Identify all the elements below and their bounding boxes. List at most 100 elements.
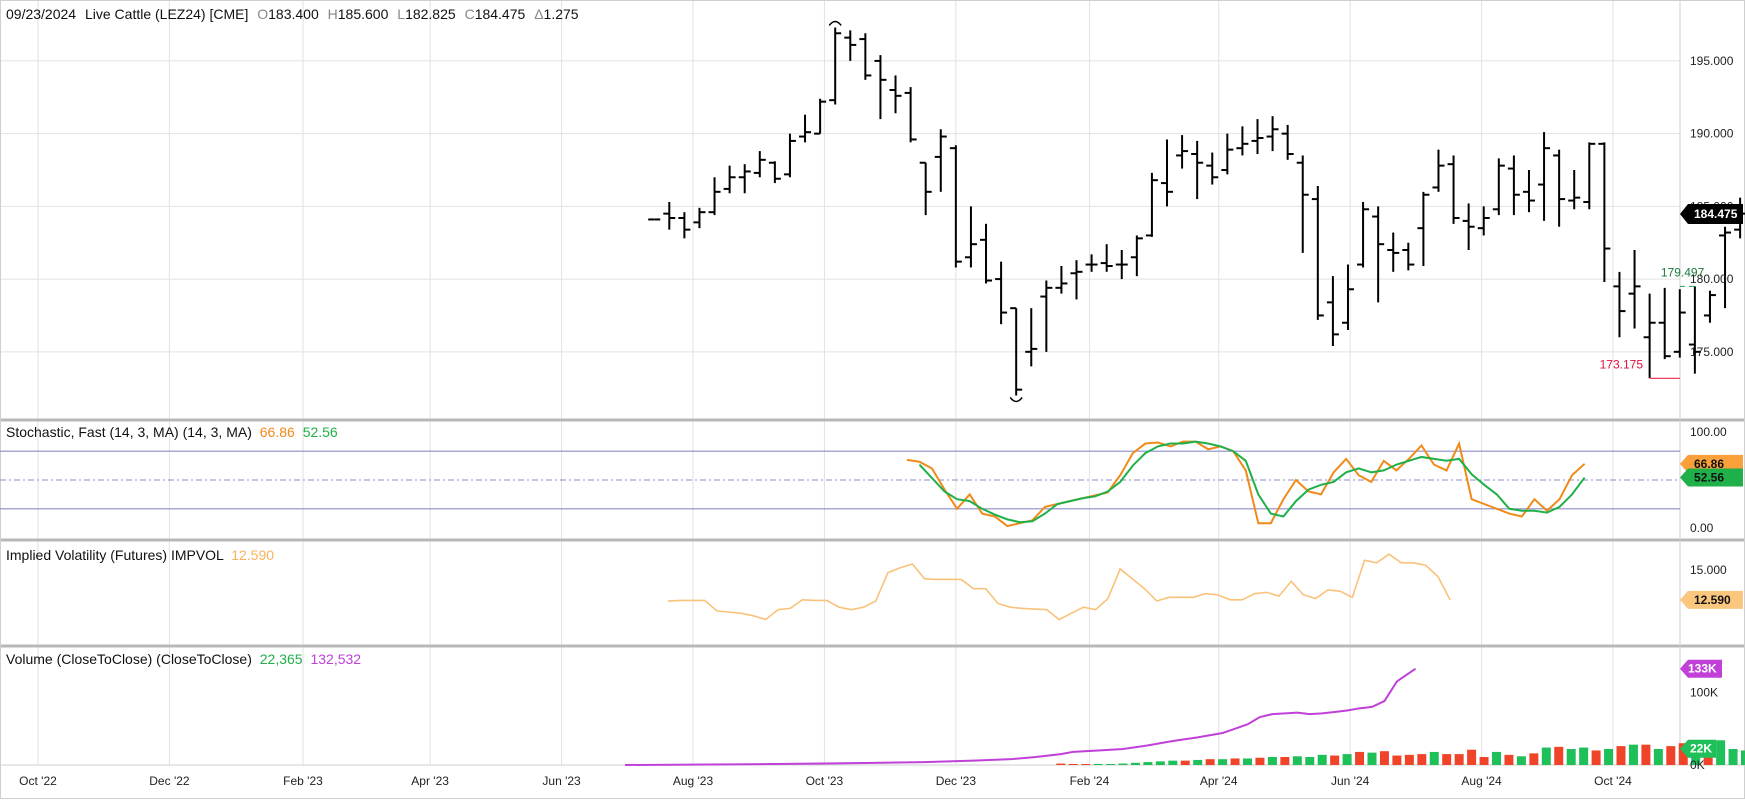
ohlc-bar[interactable] <box>1206 152 1219 185</box>
ohlc-bar[interactable] <box>663 202 676 230</box>
volume-bar[interactable] <box>1728 749 1738 765</box>
volume-bar[interactable] <box>1168 760 1178 765</box>
volume-bar[interactable] <box>1454 754 1464 765</box>
volume-bar[interactable] <box>1379 751 1389 765</box>
ohlc-bar[interactable] <box>1673 289 1686 358</box>
open-interest-line[interactable] <box>624 667 1417 766</box>
ohlc-bar[interactable] <box>738 164 751 194</box>
volume-bar[interactable] <box>1143 762 1153 765</box>
stochastic-d-line[interactable] <box>918 440 1586 524</box>
ohlc-bar[interactable] <box>1251 119 1264 154</box>
ohlc-bar[interactable] <box>1447 155 1460 224</box>
volume-bar[interactable] <box>1193 759 1203 765</box>
volume-bar[interactable] <box>1467 749 1477 765</box>
ohlc-bar[interactable] <box>829 27 842 105</box>
ohlc-bar[interactable] <box>1598 142 1611 282</box>
ohlc-bar[interactable] <box>1266 116 1279 152</box>
ohlc-bar[interactable] <box>1688 286 1701 374</box>
ohlc-bar[interactable] <box>1658 287 1671 360</box>
volume-bar[interactable] <box>1367 752 1377 765</box>
ohlc-bar[interactable] <box>1372 206 1385 303</box>
volume-bar[interactable] <box>1355 751 1365 765</box>
volume-bar[interactable] <box>1068 764 1078 765</box>
ohlc-bar[interactable] <box>1145 172 1158 237</box>
volume-bar[interactable] <box>1641 744 1651 765</box>
ohlc-bar[interactable] <box>799 114 812 143</box>
ohlc-bar[interactable] <box>1553 149 1566 227</box>
volume-bar[interactable] <box>1292 756 1302 765</box>
ohlc-bar[interactable] <box>1191 140 1204 200</box>
ohlc-bar[interactable] <box>1010 307 1023 396</box>
volume-bar[interactable] <box>1716 740 1726 765</box>
volume-bar[interactable] <box>1404 754 1414 765</box>
volume-bar[interactable] <box>1666 746 1676 765</box>
volume-bar[interactable] <box>1081 764 1091 765</box>
ohlc-bar[interactable] <box>980 223 993 284</box>
ohlc-bar[interactable] <box>1115 250 1128 280</box>
ohlc-bar[interactable] <box>1040 280 1053 352</box>
ohlc-bar[interactable] <box>1402 242 1415 271</box>
ohlc-bar[interactable] <box>1628 250 1641 329</box>
volume-bar[interactable] <box>1591 750 1601 765</box>
ohlc-bar[interactable] <box>693 207 706 229</box>
volume-bar[interactable] <box>1155 761 1165 765</box>
ohlc-bar[interactable] <box>1387 232 1400 272</box>
ohlc-bar[interactable] <box>1025 308 1038 367</box>
ohlc-bar[interactable] <box>1522 170 1535 213</box>
ohlc-bar[interactable] <box>889 75 902 114</box>
ohlc-bar[interactable] <box>1432 149 1445 192</box>
volume-bar[interactable] <box>1330 755 1340 765</box>
ohlc-bar[interactable] <box>995 261 1008 325</box>
ohlc-bar[interactable] <box>1296 155 1309 253</box>
ohlc-bar[interactable] <box>1568 170 1581 210</box>
ohlc-bar[interactable] <box>919 161 932 216</box>
volume-bar[interactable] <box>1616 746 1626 765</box>
volume-bar[interactable] <box>1429 751 1439 765</box>
volume-bar[interactable] <box>1678 743 1688 765</box>
ohlc-bar[interactable] <box>1583 142 1596 210</box>
volume-pane[interactable] <box>624 667 1745 766</box>
ohlc-bar[interactable] <box>768 161 781 184</box>
price-pane[interactable]: 179.497 173.175 <box>648 20 1745 403</box>
ohlc-bar[interactable] <box>1130 235 1143 277</box>
ohlc-bar[interactable] <box>949 145 962 268</box>
ohlc-bar[interactable] <box>1100 244 1113 272</box>
volume-bar[interactable] <box>1628 744 1638 765</box>
ohlc-bar[interactable] <box>1055 266 1068 294</box>
volume-bar[interactable] <box>1205 759 1215 765</box>
ohlc-bar[interactable] <box>783 133 796 178</box>
volume-bar[interactable] <box>1106 764 1116 765</box>
implied-volatility-pane[interactable] <box>667 553 1451 621</box>
volume-bar[interactable] <box>1243 758 1252 765</box>
ohlc-bar[interactable] <box>1703 290 1716 323</box>
ohlc-bar[interactable] <box>753 151 766 178</box>
volume-bar[interactable] <box>1305 757 1315 765</box>
volume-bar[interactable] <box>1056 763 1066 765</box>
ohlc-bar[interactable] <box>1221 133 1234 175</box>
volume-bar[interactable] <box>1504 754 1514 765</box>
ohlc-bar[interactable] <box>1507 155 1520 216</box>
ohlc-bar[interactable] <box>1613 271 1626 338</box>
ohlc-bar[interactable] <box>1357 202 1370 268</box>
ohlc-bar[interactable] <box>1236 126 1249 156</box>
volume-bar[interactable] <box>1492 751 1501 765</box>
ohlc-bar[interactable] <box>1492 158 1505 216</box>
volume-bar[interactable] <box>1280 757 1290 765</box>
volume-bar[interactable] <box>1579 747 1589 765</box>
ohlc-bar[interactable] <box>1341 264 1354 330</box>
volume-bar[interactable] <box>1392 755 1402 765</box>
volume-bar[interactable] <box>1130 762 1140 765</box>
ohlc-bar[interactable] <box>1176 135 1189 169</box>
volume-bar[interactable] <box>1317 754 1327 765</box>
ohlc-bar[interactable] <box>1719 226 1732 309</box>
volume-bar[interactable] <box>1653 749 1663 765</box>
volume-bar[interactable] <box>1267 757 1277 765</box>
ohlc-bar[interactable] <box>1311 186 1324 320</box>
volume-bar[interactable] <box>1255 757 1265 765</box>
ohlc-bar[interactable] <box>904 87 917 143</box>
volume-bar[interactable] <box>1442 754 1452 765</box>
ohlc-bar[interactable] <box>1070 260 1083 300</box>
ohlc-bar[interactable] <box>874 55 887 120</box>
ohlc-bar[interactable] <box>814 98 827 135</box>
